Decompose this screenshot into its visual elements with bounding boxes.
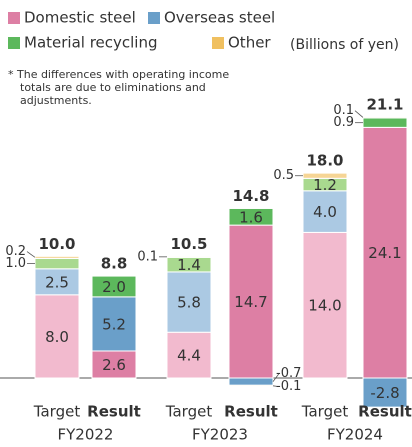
x-tick-label: Result bbox=[87, 403, 141, 421]
value-label: -0.1 bbox=[276, 379, 301, 394]
legend-label: Material recycling bbox=[24, 34, 158, 52]
value-label: 1.2 bbox=[313, 176, 337, 194]
legend-swatch bbox=[8, 37, 20, 49]
bar-segment bbox=[302, 190, 348, 233]
bar-segment bbox=[362, 117, 408, 128]
bar-segment bbox=[166, 331, 212, 379]
legend-label: Overseas steel bbox=[164, 9, 275, 27]
value-label: 1.6 bbox=[239, 208, 263, 226]
group-label: FY2023 bbox=[192, 426, 248, 444]
value-label: -0.7 bbox=[276, 366, 301, 381]
value-label: 1.4 bbox=[177, 256, 201, 274]
value-label: 0.5 bbox=[273, 168, 294, 183]
x-tick-label: Target bbox=[33, 403, 81, 421]
bar-segment bbox=[302, 172, 348, 179]
value-label: 0.9 bbox=[333, 115, 354, 130]
total-label: 8.8 bbox=[101, 255, 128, 273]
value-label: 4.4 bbox=[177, 347, 201, 365]
legend-label: Domestic steel bbox=[24, 9, 136, 27]
value-label: 14.0 bbox=[308, 297, 341, 315]
value-label: 24.1 bbox=[368, 244, 401, 262]
bar-segment bbox=[166, 271, 212, 333]
bar-segment bbox=[302, 231, 348, 379]
bar-segment bbox=[228, 377, 274, 386]
value-label: 0.1 bbox=[333, 103, 354, 118]
bar-segment bbox=[34, 268, 80, 296]
value-label: 4.0 bbox=[313, 203, 337, 221]
legend-label: Other bbox=[228, 34, 271, 52]
value-label: 0.2 bbox=[5, 244, 26, 259]
bar-segment bbox=[228, 207, 274, 226]
legend-swatch bbox=[212, 37, 224, 49]
total-label: 10.5 bbox=[170, 235, 207, 253]
value-label: 14.7 bbox=[234, 293, 267, 311]
x-tick-label: Target bbox=[165, 403, 213, 421]
value-label: 8.0 bbox=[45, 328, 69, 346]
value-label: 2.0 bbox=[102, 278, 126, 296]
value-label: 2.5 bbox=[45, 273, 69, 291]
value-label: 5.2 bbox=[102, 315, 126, 333]
value-label: 2.6 bbox=[102, 356, 126, 374]
bar-segment bbox=[34, 294, 80, 379]
legend-swatch bbox=[148, 12, 160, 24]
bar-segment bbox=[91, 350, 137, 379]
bar-segment bbox=[34, 257, 80, 270]
total-label: 14.8 bbox=[232, 187, 269, 205]
value-label: 5.8 bbox=[177, 294, 201, 312]
bar-segment bbox=[362, 126, 408, 379]
x-tick-label: Target bbox=[301, 403, 349, 421]
bar-segment bbox=[91, 275, 137, 298]
leader-line bbox=[354, 110, 364, 118]
total-label: 21.1 bbox=[366, 95, 403, 113]
note: totals are due to eliminations and bbox=[20, 81, 206, 94]
leader-line bbox=[272, 373, 280, 382]
total-label: 18.0 bbox=[306, 152, 343, 170]
bar-segment bbox=[228, 384, 274, 387]
note: * The differences with operating income bbox=[8, 68, 229, 81]
bar-segment bbox=[166, 255, 212, 258]
bar-segment bbox=[34, 255, 80, 259]
group-label: FY2022 bbox=[58, 426, 114, 444]
unit-label: (Billions of yen) bbox=[290, 37, 399, 53]
leader-line bbox=[272, 385, 280, 388]
value-label: 1.0 bbox=[5, 256, 26, 271]
bar-segment bbox=[91, 296, 137, 352]
x-tick-label: Result bbox=[224, 403, 278, 421]
value-label: -2.8 bbox=[370, 384, 399, 402]
x-tick-label: Result bbox=[358, 403, 412, 421]
note: adjustments. bbox=[20, 94, 92, 107]
leader-line bbox=[26, 251, 36, 258]
bar-segment bbox=[362, 377, 408, 408]
group-label: FY2024 bbox=[327, 426, 383, 444]
value-label: 0.1 bbox=[137, 249, 158, 264]
legend-swatch bbox=[8, 12, 20, 24]
bar-segment bbox=[362, 116, 408, 119]
total-label: 10.0 bbox=[38, 235, 75, 253]
